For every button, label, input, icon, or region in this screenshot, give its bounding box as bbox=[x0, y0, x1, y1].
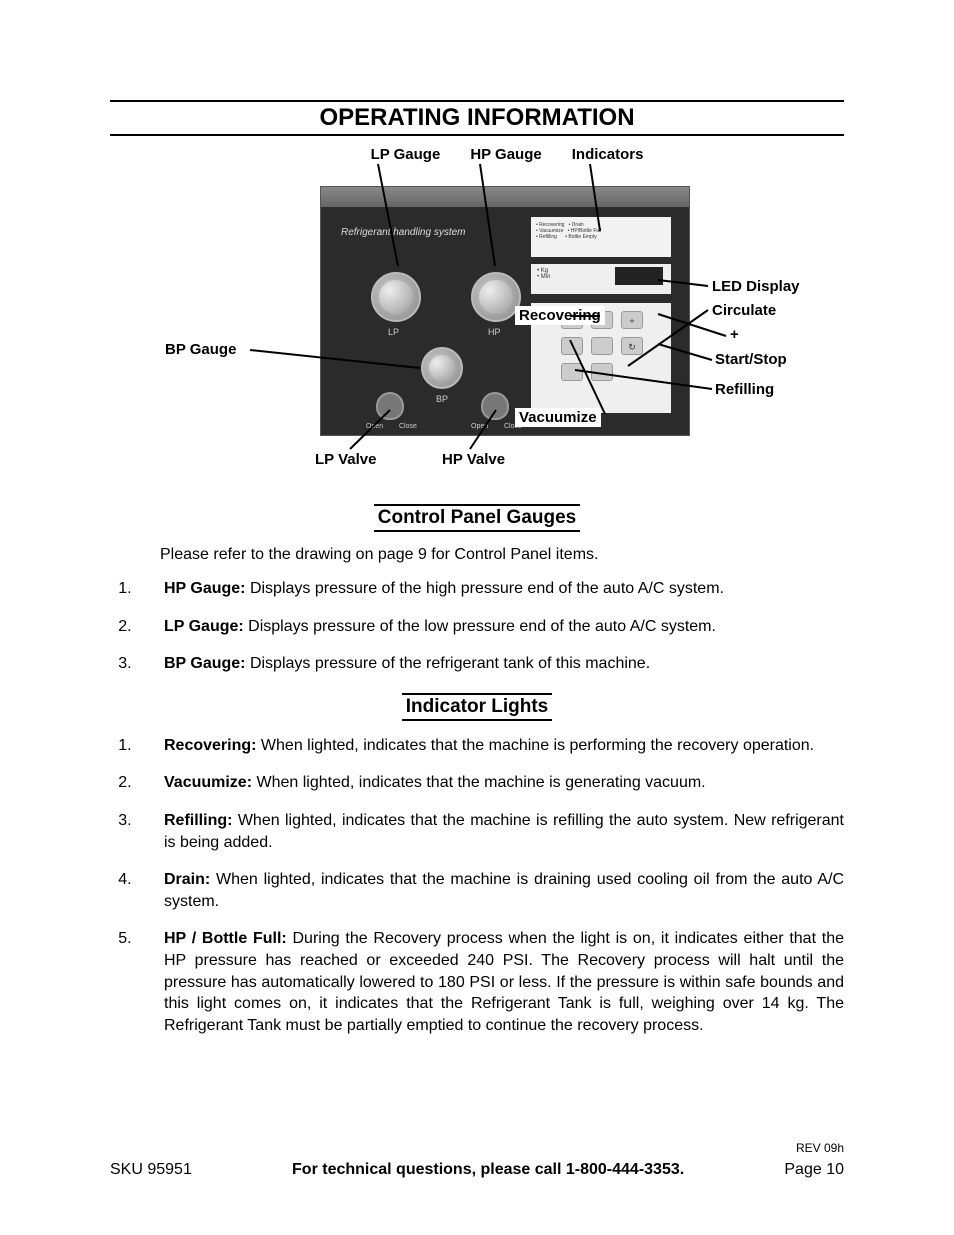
list-item: HP / Bottle Full: During the Recovery pr… bbox=[136, 928, 844, 1036]
hp-valve-icon bbox=[481, 392, 509, 420]
gauges-list: HP Gauge: Displays pressure of the high … bbox=[110, 578, 844, 675]
key-vacuum-icon bbox=[561, 337, 583, 355]
led-digits bbox=[615, 267, 663, 285]
device-name-text: Refrigerant handling system bbox=[341, 227, 466, 238]
page-title: OPERATING INFORMATION bbox=[110, 100, 844, 136]
rev-text: REV 09h bbox=[110, 1141, 844, 1155]
term: LP Gauge: bbox=[164, 618, 244, 635]
control-panel-diagram: LP Gauge HP Gauge Indicators Refrigerant… bbox=[110, 146, 844, 486]
label-hp-valve: HP Valve bbox=[442, 451, 505, 468]
annot-bp-gauge: BP Gauge bbox=[165, 341, 236, 358]
hp-text: HP bbox=[488, 327, 501, 337]
list-item: Vacuumize: When lighted, indicates that … bbox=[136, 772, 844, 794]
key-refill-icon bbox=[561, 363, 583, 381]
term: BP Gauge: bbox=[164, 655, 246, 672]
page-number: Page 10 bbox=[784, 1161, 844, 1179]
close-text: Close bbox=[399, 423, 417, 430]
label-lp-gauge: LP Gauge bbox=[371, 146, 441, 163]
list-item: Drain: When lighted, indicates that the … bbox=[136, 869, 844, 912]
gauges-intro: Please refer to the drawing on page 9 fo… bbox=[160, 546, 844, 564]
annot-vacuumize: Vacuumize bbox=[515, 408, 601, 427]
annot-plus: + bbox=[730, 326, 739, 343]
desc: Displays pressure of the high pressure e… bbox=[246, 580, 724, 597]
annot-circulate: Circulate bbox=[712, 302, 776, 319]
bp-gauge-icon bbox=[421, 347, 463, 389]
term: HP Gauge: bbox=[164, 580, 246, 597]
desc: Displays pressure of the low pressure en… bbox=[244, 618, 716, 635]
indicator-panel: • Recovering • Drain • Vacuumize • HP/Bo… bbox=[531, 217, 671, 257]
bp-text: BP bbox=[436, 394, 448, 404]
page-container: OPERATING INFORMATION LP Gauge HP Gauge … bbox=[0, 0, 954, 1235]
desc: When lighted, indicates that the machine… bbox=[164, 812, 844, 851]
key-circulate-icon bbox=[591, 363, 613, 381]
hp-gauge-icon bbox=[471, 272, 521, 322]
heading-lights: Indicator Lights bbox=[110, 693, 844, 721]
lp-valve-icon bbox=[376, 392, 404, 420]
device-photo: Refrigerant handling system LP HP BP Ope… bbox=[320, 186, 690, 436]
annot-recovering: Recovering bbox=[515, 306, 605, 325]
page-footer: REV 09h SKU 95951 For technical question… bbox=[110, 1141, 844, 1179]
annot-led: LED Display bbox=[712, 278, 800, 295]
list-item: Refilling: When lighted, indicates that … bbox=[136, 810, 844, 853]
open-text-2: Open bbox=[471, 423, 488, 430]
list-item: HP Gauge: Displays pressure of the high … bbox=[136, 578, 844, 600]
readout-panel: • Kg• Min bbox=[531, 264, 671, 294]
key-plus-icon: + bbox=[621, 311, 643, 329]
desc: When lighted, indicates that the machine… bbox=[252, 774, 706, 791]
annot-startstop: Start/Stop bbox=[715, 351, 787, 368]
key-startstop-icon: ↻ bbox=[621, 337, 643, 355]
list-item: BP Gauge: Displays pressure of the refri… bbox=[136, 653, 844, 675]
lights-list: Recovering: When lighted, indicates that… bbox=[110, 735, 844, 1037]
term: Refilling: bbox=[164, 812, 232, 829]
term: HP / Bottle Full: bbox=[164, 930, 287, 947]
annot-refilling: Refilling bbox=[715, 381, 774, 398]
label-hp-gauge: HP Gauge bbox=[470, 146, 541, 163]
label-lp-valve: LP Valve bbox=[315, 451, 376, 468]
lp-gauge-icon bbox=[371, 272, 421, 322]
lp-text: LP bbox=[388, 327, 399, 337]
list-item: LP Gauge: Displays pressure of the low p… bbox=[136, 616, 844, 638]
desc: When lighted, indicates that the machine… bbox=[164, 871, 844, 910]
open-text: Open bbox=[366, 423, 383, 430]
term: Recovering: bbox=[164, 737, 256, 754]
term: Drain: bbox=[164, 871, 210, 888]
list-item: Recovering: When lighted, indicates that… bbox=[136, 735, 844, 757]
term: Vacuumize: bbox=[164, 774, 252, 791]
top-label-row: LP Gauge HP Gauge Indicators bbox=[110, 146, 844, 163]
desc: When lighted, indicates that the machine… bbox=[256, 737, 814, 754]
sku-text: SKU 95951 bbox=[110, 1161, 192, 1179]
key-drain-icon bbox=[591, 337, 613, 355]
desc: Displays pressure of the refrigerant tan… bbox=[246, 655, 651, 672]
heading-gauges: Control Panel Gauges bbox=[110, 504, 844, 532]
tech-support-text: For technical questions, please call 1-8… bbox=[292, 1161, 684, 1179]
label-indicators: Indicators bbox=[572, 146, 644, 163]
